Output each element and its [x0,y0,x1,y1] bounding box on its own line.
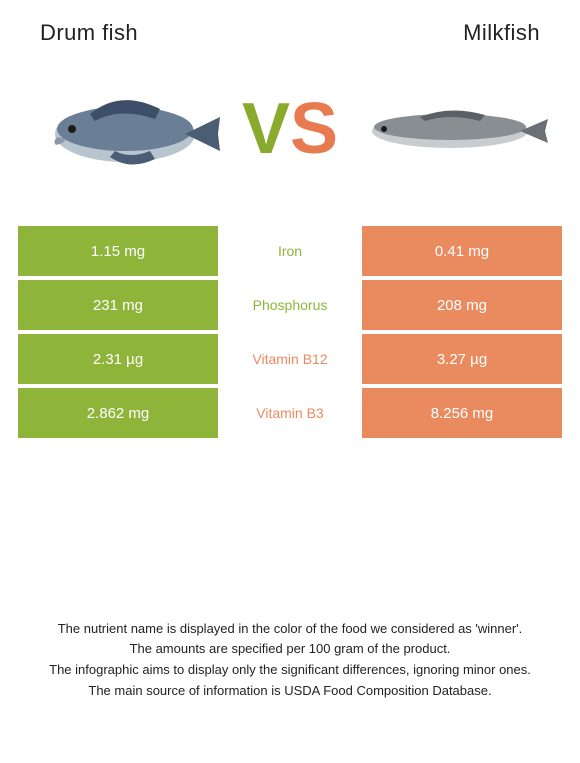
header: Drum fish Milkfish [0,0,580,46]
left-fish-image [30,64,230,194]
footer-line-1: The nutrient name is displayed in the co… [24,620,556,639]
nutrient-name: Vitamin B12 [218,334,362,384]
nutrient-name: Vitamin B3 [218,388,362,438]
left-value: 1.15 mg [18,226,218,276]
image-row: VS [0,46,580,226]
right-value: 208 mg [362,280,562,330]
right-value: 3.27 µg [362,334,562,384]
table-row: 1.15 mgIron0.41 mg [18,226,562,276]
table-row: 2.862 mgVitamin B38.256 mg [18,388,562,438]
right-value: 0.41 mg [362,226,562,276]
left-value: 2.31 µg [18,334,218,384]
left-title: Drum fish [40,20,138,46]
footer-line-2: The amounts are specified per 100 gram o… [24,640,556,659]
left-value: 231 mg [18,280,218,330]
nutrient-name: Iron [218,226,362,276]
vs-s: S [290,89,338,169]
nutrient-name: Phosphorus [218,280,362,330]
vs-label: VS [242,93,338,165]
nutrient-table: 1.15 mgIron0.41 mg231 mgPhosphorus208 mg… [0,226,580,438]
table-row: 231 mgPhosphorus208 mg [18,280,562,330]
right-title: Milkfish [463,20,540,46]
vs-v: V [242,89,290,169]
right-fish-image [350,64,550,194]
footer-line-3: The infographic aims to display only the… [24,661,556,680]
table-row: 2.31 µgVitamin B123.27 µg [18,334,562,384]
left-value: 2.862 mg [18,388,218,438]
footer-notes: The nutrient name is displayed in the co… [0,620,580,703]
footer-line-4: The main source of information is USDA F… [24,682,556,701]
right-value: 8.256 mg [362,388,562,438]
